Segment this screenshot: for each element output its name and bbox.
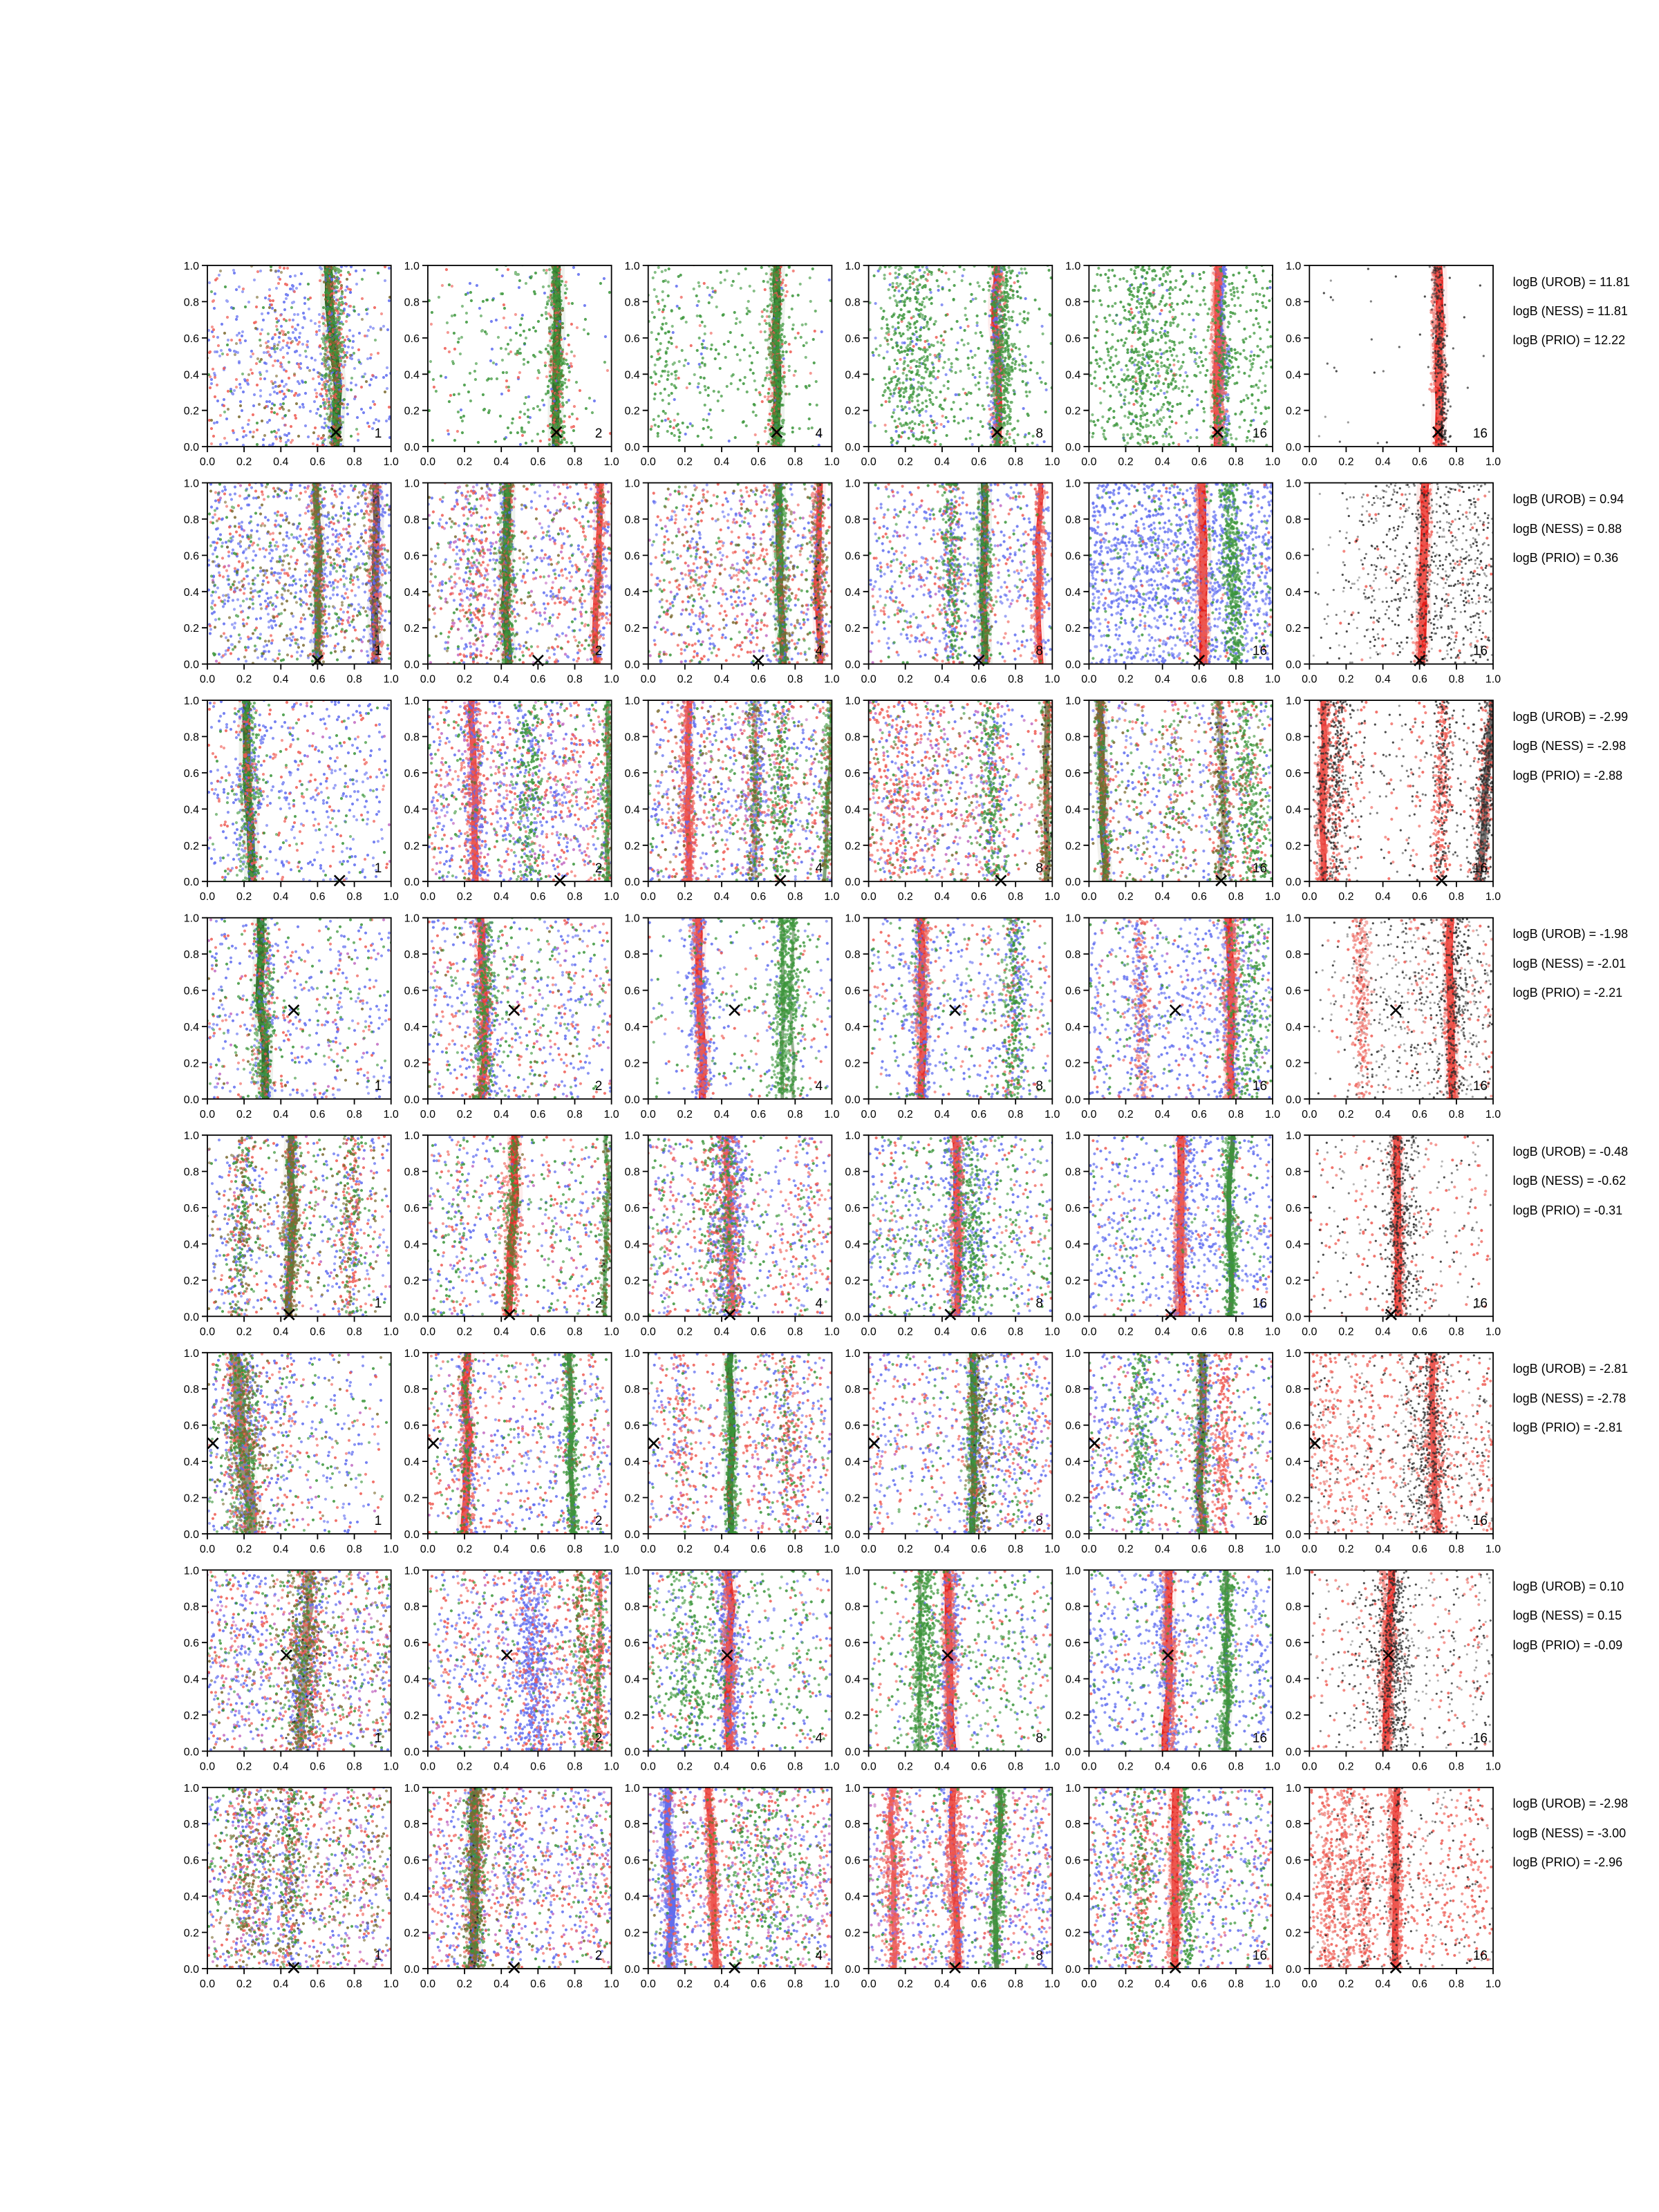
svg-text:4: 4	[816, 1079, 823, 1094]
svg-text:1: 1	[375, 1949, 382, 1963]
svg-text:1: 1	[375, 1296, 382, 1311]
svg-text:1: 1	[375, 427, 382, 441]
svg-text:4: 4	[816, 861, 823, 876]
svg-text:logB (PRIO) = -2.96: logB (PRIO) = -2.96	[1513, 1855, 1623, 1869]
svg-text:logB (PRIO) = 0.36: logB (PRIO) = 0.36	[1513, 551, 1619, 565]
svg-text:16: 16	[1473, 427, 1488, 441]
svg-text:4: 4	[816, 1296, 823, 1311]
svg-text:1: 1	[375, 1514, 382, 1528]
svg-text:logB (NESS) = 0.88: logB (NESS) = 0.88	[1513, 522, 1622, 536]
svg-text:16: 16	[1253, 427, 1267, 441]
svg-text:logB (UROB) = 0.94: logB (UROB) = 0.94	[1513, 492, 1624, 506]
svg-text:logB (PRIO) = -2.81: logB (PRIO) = -2.81	[1513, 1421, 1623, 1434]
svg-text:2: 2	[595, 1949, 603, 1963]
svg-text:16: 16	[1253, 1514, 1267, 1528]
svg-text:4: 4	[816, 427, 823, 441]
svg-text:logB (UROB) = 0.10: logB (UROB) = 0.10	[1513, 1580, 1624, 1593]
svg-text:logB (UROB) = -0.48: logB (UROB) = -0.48	[1513, 1145, 1629, 1159]
svg-text:logB (NESS) = -0.62: logB (NESS) = -0.62	[1513, 1174, 1627, 1188]
svg-text:4: 4	[816, 1514, 823, 1528]
svg-text:logB (UROB) = 11.81: logB (UROB) = 11.81	[1513, 275, 1630, 289]
svg-text:8: 8	[1035, 1514, 1043, 1528]
svg-text:16: 16	[1473, 1731, 1488, 1745]
svg-text:logB (PRIO) = 12.22: logB (PRIO) = 12.22	[1513, 333, 1626, 347]
svg-text:4: 4	[816, 1949, 823, 1963]
svg-text:logB (NESS) = 0.15: logB (NESS) = 0.15	[1513, 1609, 1622, 1622]
svg-text:16: 16	[1473, 1079, 1488, 1094]
svg-text:logB (UROB) = -2.81: logB (UROB) = -2.81	[1513, 1362, 1629, 1376]
svg-text:logB (UROB) = -1.98: logB (UROB) = -1.98	[1513, 927, 1629, 941]
svg-text:16: 16	[1473, 1514, 1488, 1528]
svg-text:16: 16	[1253, 1731, 1267, 1745]
svg-text:logB (PRIO) = -0.09: logB (PRIO) = -0.09	[1513, 1638, 1623, 1652]
svg-text:logB (PRIO) = -2.21: logB (PRIO) = -2.21	[1513, 986, 1623, 1000]
svg-text:4: 4	[816, 1731, 823, 1745]
svg-text:16: 16	[1253, 1949, 1267, 1963]
svg-text:2: 2	[595, 1296, 603, 1311]
svg-text:logB (NESS) = -2.98: logB (NESS) = -2.98	[1513, 739, 1627, 753]
svg-text:8: 8	[1035, 644, 1043, 659]
svg-text:16: 16	[1253, 1079, 1267, 1094]
svg-text:16: 16	[1253, 644, 1267, 659]
svg-text:16: 16	[1473, 861, 1488, 876]
svg-text:2: 2	[595, 861, 603, 876]
svg-text:8: 8	[1035, 861, 1043, 876]
svg-text:1: 1	[375, 644, 382, 659]
svg-text:logB (NESS) = -2.78: logB (NESS) = -2.78	[1513, 1391, 1627, 1405]
svg-text:16: 16	[1253, 1296, 1267, 1311]
svg-text:16: 16	[1473, 1296, 1488, 1311]
svg-text:8: 8	[1035, 1079, 1043, 1094]
svg-text:8: 8	[1035, 1731, 1043, 1745]
svg-text:16: 16	[1253, 861, 1267, 876]
svg-text:logB (UROB) = -2.99: logB (UROB) = -2.99	[1513, 710, 1629, 724]
svg-text:2: 2	[595, 427, 603, 441]
svg-text:4: 4	[816, 644, 823, 659]
svg-text:logB (PRIO) = -2.88: logB (PRIO) = -2.88	[1513, 769, 1623, 782]
svg-text:8: 8	[1035, 1296, 1043, 1311]
svg-text:2: 2	[595, 1731, 603, 1745]
svg-text:1: 1	[375, 1079, 382, 1094]
svg-text:8: 8	[1035, 1949, 1043, 1963]
svg-text:logB (NESS) = -2.01: logB (NESS) = -2.01	[1513, 957, 1627, 971]
svg-text:2: 2	[595, 644, 603, 659]
svg-text:2: 2	[595, 1514, 603, 1528]
svg-text:2: 2	[595, 1079, 603, 1094]
svg-text:16: 16	[1473, 644, 1488, 659]
svg-text:logB (NESS) = -3.00: logB (NESS) = -3.00	[1513, 1826, 1627, 1840]
svg-text:logB (NESS) = 11.81: logB (NESS) = 11.81	[1513, 304, 1628, 318]
svg-text:1: 1	[375, 1731, 382, 1745]
svg-text:logB (PRIO) = -0.31: logB (PRIO) = -0.31	[1513, 1203, 1623, 1217]
svg-text:1: 1	[375, 861, 382, 876]
svg-text:16: 16	[1473, 1949, 1488, 1963]
svg-text:8: 8	[1035, 427, 1043, 441]
svg-text:logB (UROB) = -2.98: logB (UROB) = -2.98	[1513, 1797, 1629, 1810]
